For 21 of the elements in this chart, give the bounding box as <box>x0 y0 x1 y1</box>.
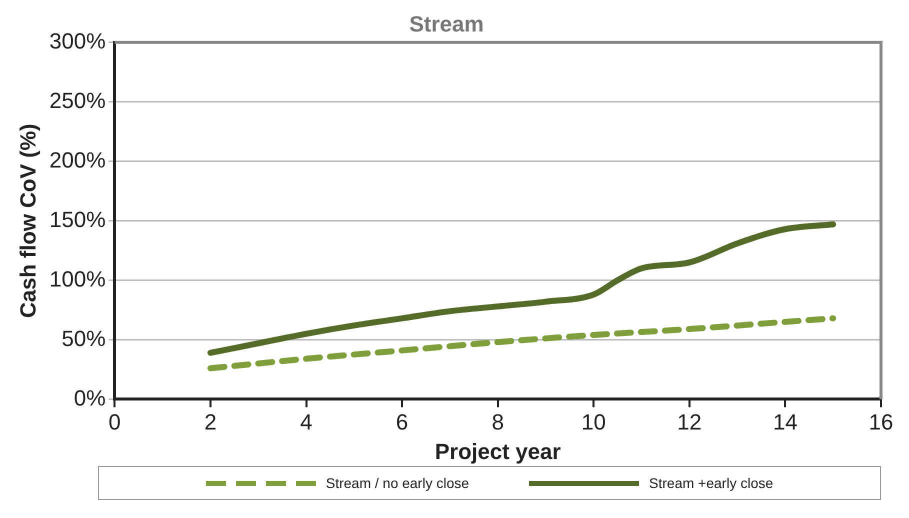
y-tick-label: 200% <box>49 147 106 172</box>
x-tick-label: 2 <box>204 409 217 434</box>
x-tick-label: 8 <box>492 409 504 434</box>
x-tick-label: 6 <box>396 409 408 434</box>
y-tick-label: 300% <box>49 28 106 54</box>
x-tick-label: 16 <box>868 409 894 434</box>
x-tick-label: 4 <box>300 409 312 434</box>
legend-label: Stream / no early close <box>326 475 470 491</box>
y-tick-label: 150% <box>49 206 106 232</box>
y-tick-label: 250% <box>49 88 106 113</box>
x-tick-label: 0 <box>108 409 121 434</box>
x-axis-title: Project year <box>434 438 562 464</box>
x-tick-label: 12 <box>677 409 702 434</box>
y-axis-title: Cash flow CoV (%) <box>15 124 40 318</box>
x-tick-label: 10 <box>581 409 606 434</box>
chart-title: Stream <box>409 11 484 36</box>
legend-label: Stream +early close <box>649 475 774 491</box>
y-tick-label: 50% <box>62 326 106 351</box>
y-tick-label: 0% <box>74 385 106 410</box>
x-tick-label: 14 <box>772 409 798 434</box>
y-tick-label: 100% <box>49 266 106 292</box>
